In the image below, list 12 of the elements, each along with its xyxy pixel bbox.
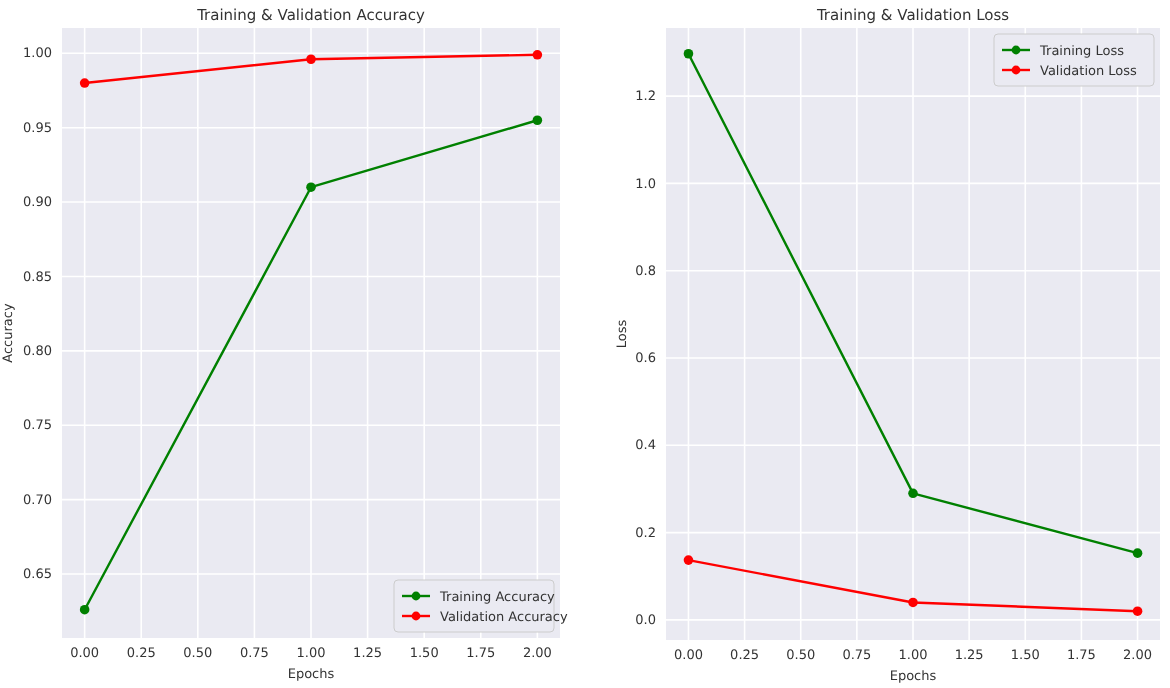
point	[79, 78, 90, 88]
point	[683, 555, 694, 565]
point	[1132, 548, 1143, 558]
point	[683, 48, 694, 59]
point	[532, 115, 543, 126]
point	[79, 604, 90, 615]
point	[306, 54, 316, 65]
point	[532, 50, 543, 60]
point	[1132, 606, 1143, 616]
point	[908, 488, 918, 499]
point	[306, 182, 316, 192]
point	[908, 597, 918, 608]
